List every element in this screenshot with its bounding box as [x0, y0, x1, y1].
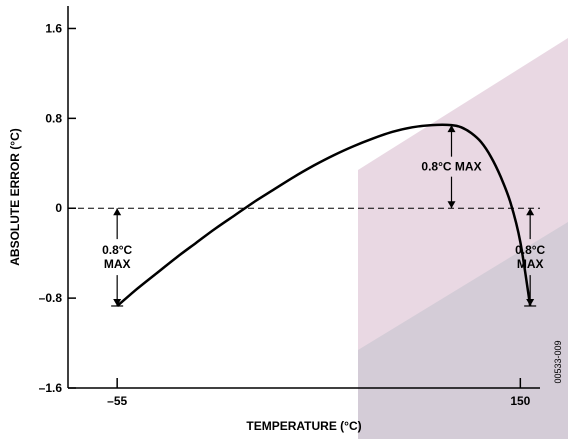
y-tick-label: 1.6 — [45, 21, 62, 35]
annotation-label: 0.8°C MAX — [421, 160, 481, 174]
figure-id-label: 00533-009 — [553, 340, 563, 383]
arrowhead-marker — [113, 298, 122, 306]
watermark-shape-dark — [358, 222, 568, 439]
annotation-label-line: 0.8°C — [102, 243, 132, 257]
y-tick-label: –0.8 — [39, 291, 63, 305]
error-curve-line — [116, 123, 532, 307]
y-ticks: 1.6 0.8 0 –0.8 –1.6 — [39, 21, 76, 395]
annotation-label-line: MAX — [517, 257, 544, 271]
arrowhead-marker — [447, 201, 456, 209]
annotation-label: 0.8°C MAX — [515, 243, 545, 271]
annotation-label-line: 0.8°C — [515, 243, 545, 257]
annotation-label-line: MAX — [104, 257, 131, 271]
x-tick-label: 150 — [510, 394, 530, 408]
arrowhead-marker — [447, 125, 456, 133]
y-tick-label: 0 — [55, 201, 62, 215]
arrowhead-marker — [113, 208, 122, 216]
y-axis-title: ABSOLUTE ERROR (°C) — [8, 128, 22, 265]
y-tick-label: 0.8 — [45, 111, 62, 125]
y-tick-label: –1.6 — [39, 381, 63, 395]
annotation-label-line: 0.8°C MAX — [421, 160, 481, 174]
x-ticks: –55 150 — [107, 378, 531, 408]
annotation-label: 0.8°C MAX — [102, 243, 132, 271]
background-watermark — [358, 38, 568, 439]
arrowhead-marker — [526, 298, 535, 306]
axes — [67, 6, 540, 389]
arrowhead-marker — [526, 208, 535, 216]
x-axis-title: TEMPERATURE (°C) — [246, 419, 361, 433]
x-tick-label: –55 — [107, 394, 127, 408]
